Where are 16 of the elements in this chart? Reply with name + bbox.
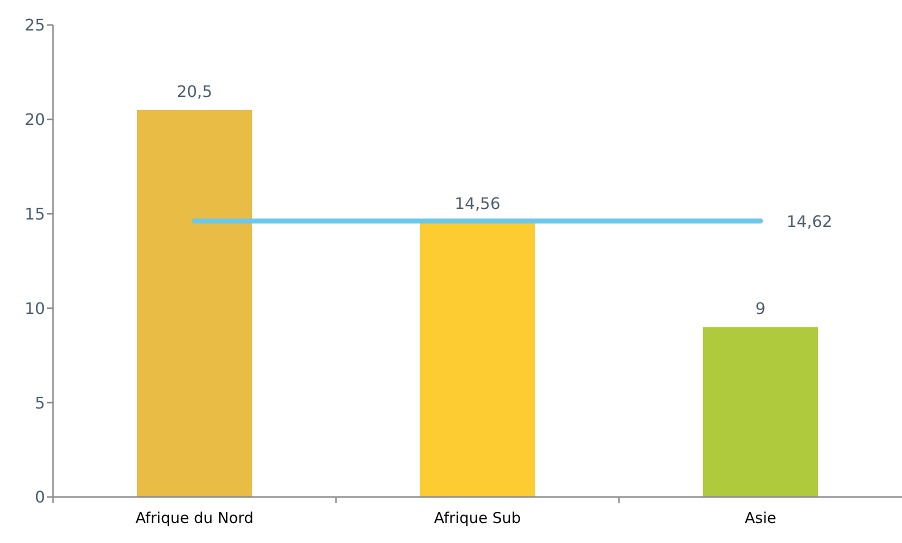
data-label: 9 <box>755 299 766 318</box>
y-tick-label: 25 <box>24 16 45 35</box>
y-tick-label: 0 <box>34 488 45 507</box>
data-label: 14,62 <box>786 212 832 231</box>
x-tick-label: Asie <box>744 509 776 527</box>
y-tick-label: 10 <box>24 298 45 318</box>
x-tick-label: Afrique du Nord <box>136 509 254 527</box>
y-tick-label: 5 <box>34 393 45 412</box>
bar <box>420 222 535 497</box>
bar <box>137 110 252 497</box>
data-label: 14,56 <box>454 194 500 214</box>
y-tick-label: 15 <box>24 204 45 224</box>
x-tick-label: Afrique Sub <box>434 509 521 527</box>
y-tick-label: 20 <box>24 110 45 130</box>
data-label: 20,5 <box>176 82 212 101</box>
bar <box>703 327 818 497</box>
